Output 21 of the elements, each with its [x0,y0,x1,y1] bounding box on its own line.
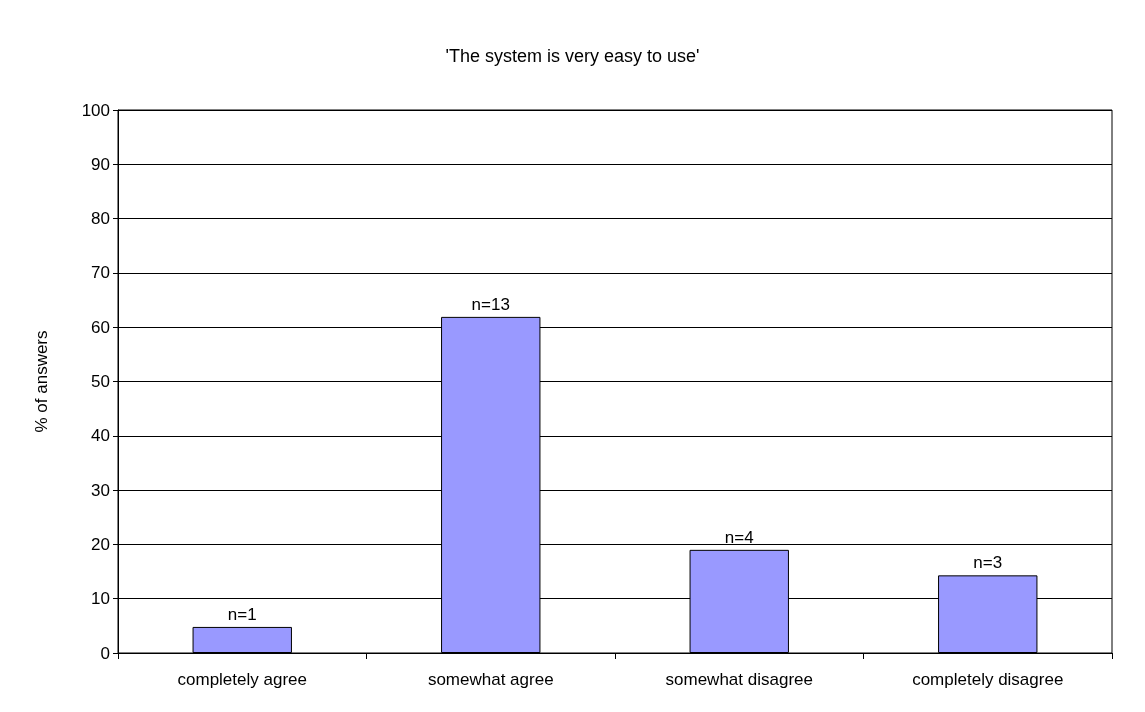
annotation: n=3 [973,553,1003,573]
y-axis-title: % of answers [32,330,51,433]
x-tick-label: completely agree [177,670,307,689]
y-tick-label: 30 [91,480,110,500]
y-tick-label: 50 [91,372,110,391]
x-tick-label: completely disagree [912,670,1064,689]
y-tick-label: 20 [91,534,110,554]
y-tick-label: 100 [81,100,110,120]
y-tick-label: 60 [91,317,110,337]
y-tick-label: 10 [91,589,110,609]
y-tick-label: 0 [100,643,110,663]
chart-title: 'The system is very easy to use' [445,46,700,66]
x-tick-label: somewhat disagree [665,670,813,689]
annotation: n=1 [227,604,257,624]
annotation: n=4 [724,527,754,547]
y-tick-label: 70 [91,263,110,283]
x-tick-label: somewhat agree [427,670,554,689]
y-tick-label: 90 [91,154,110,174]
y-tick-label: 80 [91,209,110,229]
y-tick-label: 40 [91,426,110,446]
annotation: n=13 [471,294,510,314]
